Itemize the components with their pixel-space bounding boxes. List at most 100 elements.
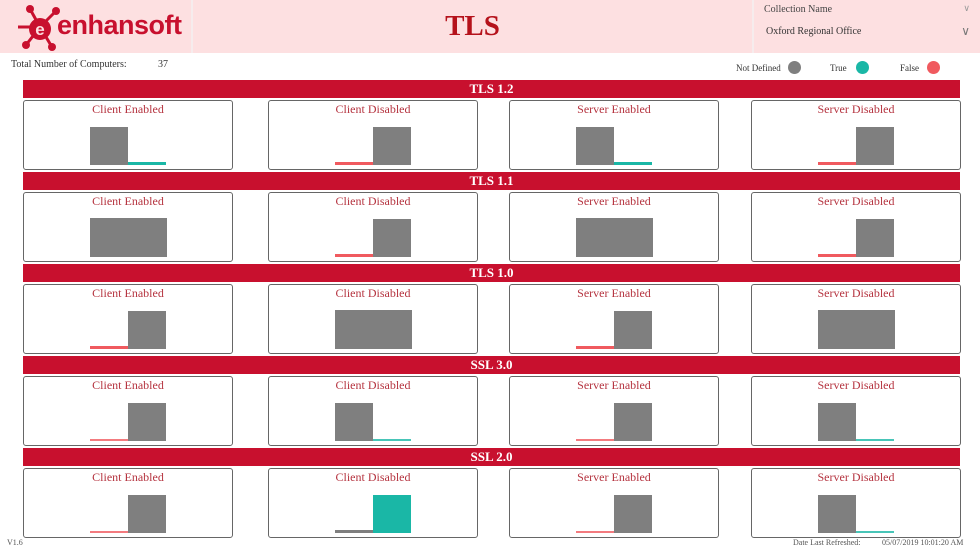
bar-not-defined[interactable] xyxy=(128,403,166,441)
bar-not-defined[interactable] xyxy=(128,311,166,349)
bar-not-defined[interactable] xyxy=(856,219,894,257)
bar-plot xyxy=(818,126,896,165)
bar-not-defined[interactable] xyxy=(576,218,653,257)
bar-plot xyxy=(90,494,168,533)
chart-title: Client Enabled xyxy=(92,286,164,300)
chart-title: Client Enabled xyxy=(92,102,164,116)
bar-false[interactable] xyxy=(576,439,614,441)
bar-true[interactable] xyxy=(614,162,652,165)
legend: Not Defined True False xyxy=(0,61,980,77)
bar-plot xyxy=(90,310,168,349)
chart-title: Server Enabled xyxy=(577,286,651,300)
bar-not-defined[interactable] xyxy=(818,495,856,533)
bar-not-defined[interactable] xyxy=(614,311,652,349)
bar-false[interactable] xyxy=(90,531,128,533)
bar-not-defined[interactable] xyxy=(614,403,652,441)
chart-card[interactable]: Client Enabled xyxy=(23,192,233,262)
chart-card[interactable]: Client Enabled xyxy=(23,284,233,354)
bar-not-defined[interactable] xyxy=(335,530,373,533)
bar-not-defined[interactable] xyxy=(856,127,894,165)
bar-not-defined[interactable] xyxy=(90,218,167,257)
bar-plot xyxy=(576,494,654,533)
chart-title: Server Disabled xyxy=(817,378,895,392)
bar-plot xyxy=(90,126,168,165)
bar-false[interactable] xyxy=(90,346,128,349)
section-header-tls-1-1: TLS 1.1 xyxy=(23,172,960,190)
bar-not-defined[interactable] xyxy=(614,495,652,533)
page-title: TLS xyxy=(445,10,500,42)
total-value: 37 xyxy=(158,59,168,70)
chart-card[interactable]: Server Enabled xyxy=(509,376,719,446)
bar-true[interactable] xyxy=(856,531,894,533)
bar-not-defined[interactable] xyxy=(335,310,412,349)
chart-title: Client Disabled xyxy=(335,286,411,300)
chart-card[interactable]: Server Enabled xyxy=(509,192,719,262)
bar-plot xyxy=(818,218,896,257)
chart-card[interactable]: Server Disabled xyxy=(751,284,961,354)
chart-title: Client Disabled xyxy=(335,470,411,484)
chart-card[interactable]: Server Enabled xyxy=(509,468,719,538)
bar-false[interactable] xyxy=(818,162,856,165)
bar-not-defined[interactable] xyxy=(90,127,128,165)
bar-not-defined[interactable] xyxy=(335,403,373,441)
chart-card[interactable]: Client Enabled xyxy=(23,376,233,446)
legend-label: False xyxy=(900,62,919,73)
bar-true[interactable] xyxy=(856,439,894,441)
bar-true[interactable] xyxy=(373,439,411,441)
refreshed-value: 05/07/2019 10:01:20 AM xyxy=(882,538,964,547)
chart-title: Server Enabled xyxy=(577,470,651,484)
chevron-down-icon[interactable]: ∨ xyxy=(961,24,970,38)
bar-plot xyxy=(90,218,168,257)
bar-false[interactable] xyxy=(576,531,614,533)
collection-name-slicer[interactable]: Collection Name ∨ Oxford Regional Office… xyxy=(752,0,980,53)
chart-title: Server Enabled xyxy=(577,194,651,208)
chart-card[interactable]: Client Disabled xyxy=(268,376,478,446)
chart-title: Server Disabled xyxy=(817,102,895,116)
chart-card[interactable]: Client Disabled xyxy=(268,284,478,354)
chart-card[interactable]: Server Disabled xyxy=(751,192,961,262)
red-dot-icon xyxy=(927,61,940,74)
chart-card[interactable]: Client Disabled xyxy=(268,192,478,262)
bar-not-defined[interactable] xyxy=(128,495,166,533)
collapse-chevron-icon[interactable]: ∨ xyxy=(963,3,970,13)
chart-title: Client Disabled xyxy=(335,194,411,208)
bar-false[interactable] xyxy=(576,346,614,349)
bar-plot xyxy=(576,310,654,349)
bar-not-defined[interactable] xyxy=(818,310,895,349)
bar-not-defined[interactable] xyxy=(576,127,614,165)
legend-label: Not Defined xyxy=(736,62,781,73)
bar-false[interactable] xyxy=(335,254,373,257)
bar-true[interactable] xyxy=(128,162,166,165)
bar-plot xyxy=(576,126,654,165)
bar-not-defined[interactable] xyxy=(373,127,411,165)
logo-text: enhansoft xyxy=(57,10,182,40)
chart-title: Client Disabled xyxy=(335,378,411,392)
chart-card[interactable]: Server Enabled xyxy=(509,100,719,170)
legend-true: True xyxy=(830,61,869,74)
bar-true[interactable] xyxy=(373,495,411,533)
bar-plot xyxy=(818,310,896,349)
chart-title: Server Enabled xyxy=(577,378,651,392)
bar-plot xyxy=(818,494,896,533)
bar-not-defined[interactable] xyxy=(373,219,411,257)
collection-dropdown-value[interactable]: Oxford Regional Office xyxy=(766,26,862,37)
bar-false[interactable] xyxy=(90,439,128,441)
gray-dot-icon xyxy=(787,61,801,74)
chart-card[interactable]: Server Disabled xyxy=(751,100,961,170)
teal-dot-icon xyxy=(855,61,869,74)
chart-card[interactable]: Server Enabled xyxy=(509,284,719,354)
bar-not-defined[interactable] xyxy=(818,403,856,441)
bar-false[interactable] xyxy=(335,162,373,165)
chart-card[interactable]: Client Disabled xyxy=(268,468,478,538)
chart-card[interactable]: Server Disabled xyxy=(751,376,961,446)
bar-plot xyxy=(818,402,896,441)
bar-plot xyxy=(90,402,168,441)
chart-card[interactable]: Server Disabled xyxy=(751,468,961,538)
chart-card[interactable]: Client Enabled xyxy=(23,100,233,170)
refreshed-label: Date Last Refreshed: xyxy=(793,538,861,547)
chart-title: Client Enabled xyxy=(92,470,164,484)
chart-card[interactable]: Client Enabled xyxy=(23,468,233,538)
bar-false[interactable] xyxy=(818,254,856,257)
bar-plot xyxy=(335,402,413,441)
chart-card[interactable]: Client Disabled xyxy=(268,100,478,170)
